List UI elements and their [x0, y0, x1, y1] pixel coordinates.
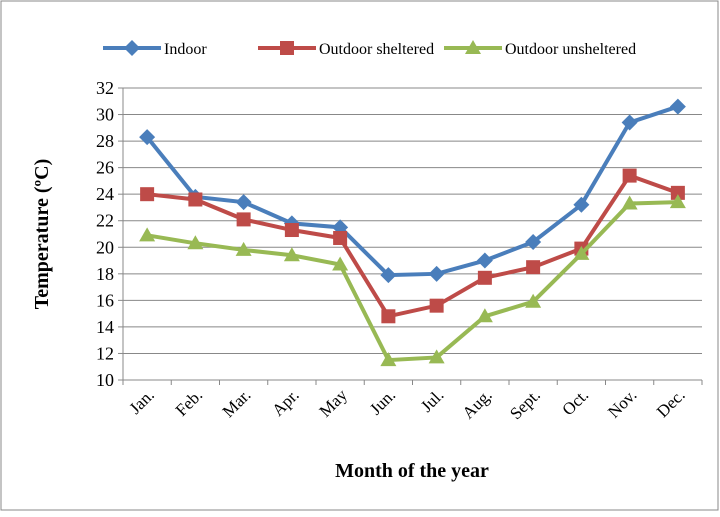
marker	[526, 260, 541, 275]
marker	[139, 129, 156, 146]
y-tick-label: 18	[96, 264, 114, 284]
marker	[621, 195, 638, 210]
legend-label: Outdoor sheltered	[319, 41, 434, 58]
marker	[476, 308, 493, 323]
marker	[235, 241, 252, 256]
marker	[380, 352, 397, 367]
marker	[124, 40, 140, 56]
marker	[621, 114, 638, 131]
series-line	[146, 173, 679, 319]
y-axis-label: Temperature (ºC)	[31, 159, 53, 309]
y-tick-label: 16	[96, 290, 114, 310]
marker	[465, 40, 481, 54]
marker	[573, 245, 590, 260]
y-tick-label: 12	[96, 343, 114, 363]
marker	[428, 349, 445, 364]
marker	[381, 309, 396, 324]
marker	[669, 194, 686, 209]
y-tick-label: 24	[96, 184, 114, 204]
y-tick-label: 28	[96, 131, 114, 151]
series-line	[145, 104, 679, 278]
series-line	[146, 200, 678, 363]
marker	[573, 196, 590, 213]
legend-label: Indoor	[164, 41, 207, 58]
marker	[525, 233, 542, 250]
marker	[477, 270, 492, 285]
y-tick-label: 22	[96, 211, 114, 231]
marker	[428, 265, 445, 282]
marker	[280, 41, 294, 55]
marker	[429, 298, 444, 313]
y-tick-label: 10	[96, 370, 114, 390]
marker	[187, 235, 204, 250]
marker	[669, 98, 686, 115]
y-tick-label: 32	[96, 78, 114, 98]
marker	[236, 212, 251, 227]
legend-label: Outdoor unsheltered	[505, 41, 636, 58]
marker	[140, 187, 155, 202]
marker	[332, 256, 349, 271]
marker	[139, 227, 156, 242]
x-axis-label: Month of the year	[335, 460, 489, 482]
marker	[476, 252, 493, 269]
marker	[670, 185, 685, 200]
y-tick-label: 20	[96, 237, 114, 257]
marker	[525, 293, 542, 308]
y-tick-label: 30	[96, 105, 114, 125]
y-tick-label: 26	[96, 158, 114, 178]
y-tick-label: 14	[96, 317, 114, 337]
marker	[235, 194, 252, 211]
marker	[380, 267, 397, 284]
marker	[622, 168, 637, 183]
marker	[283, 247, 300, 262]
marker	[284, 223, 299, 238]
marker	[188, 192, 203, 207]
marker	[333, 230, 348, 245]
